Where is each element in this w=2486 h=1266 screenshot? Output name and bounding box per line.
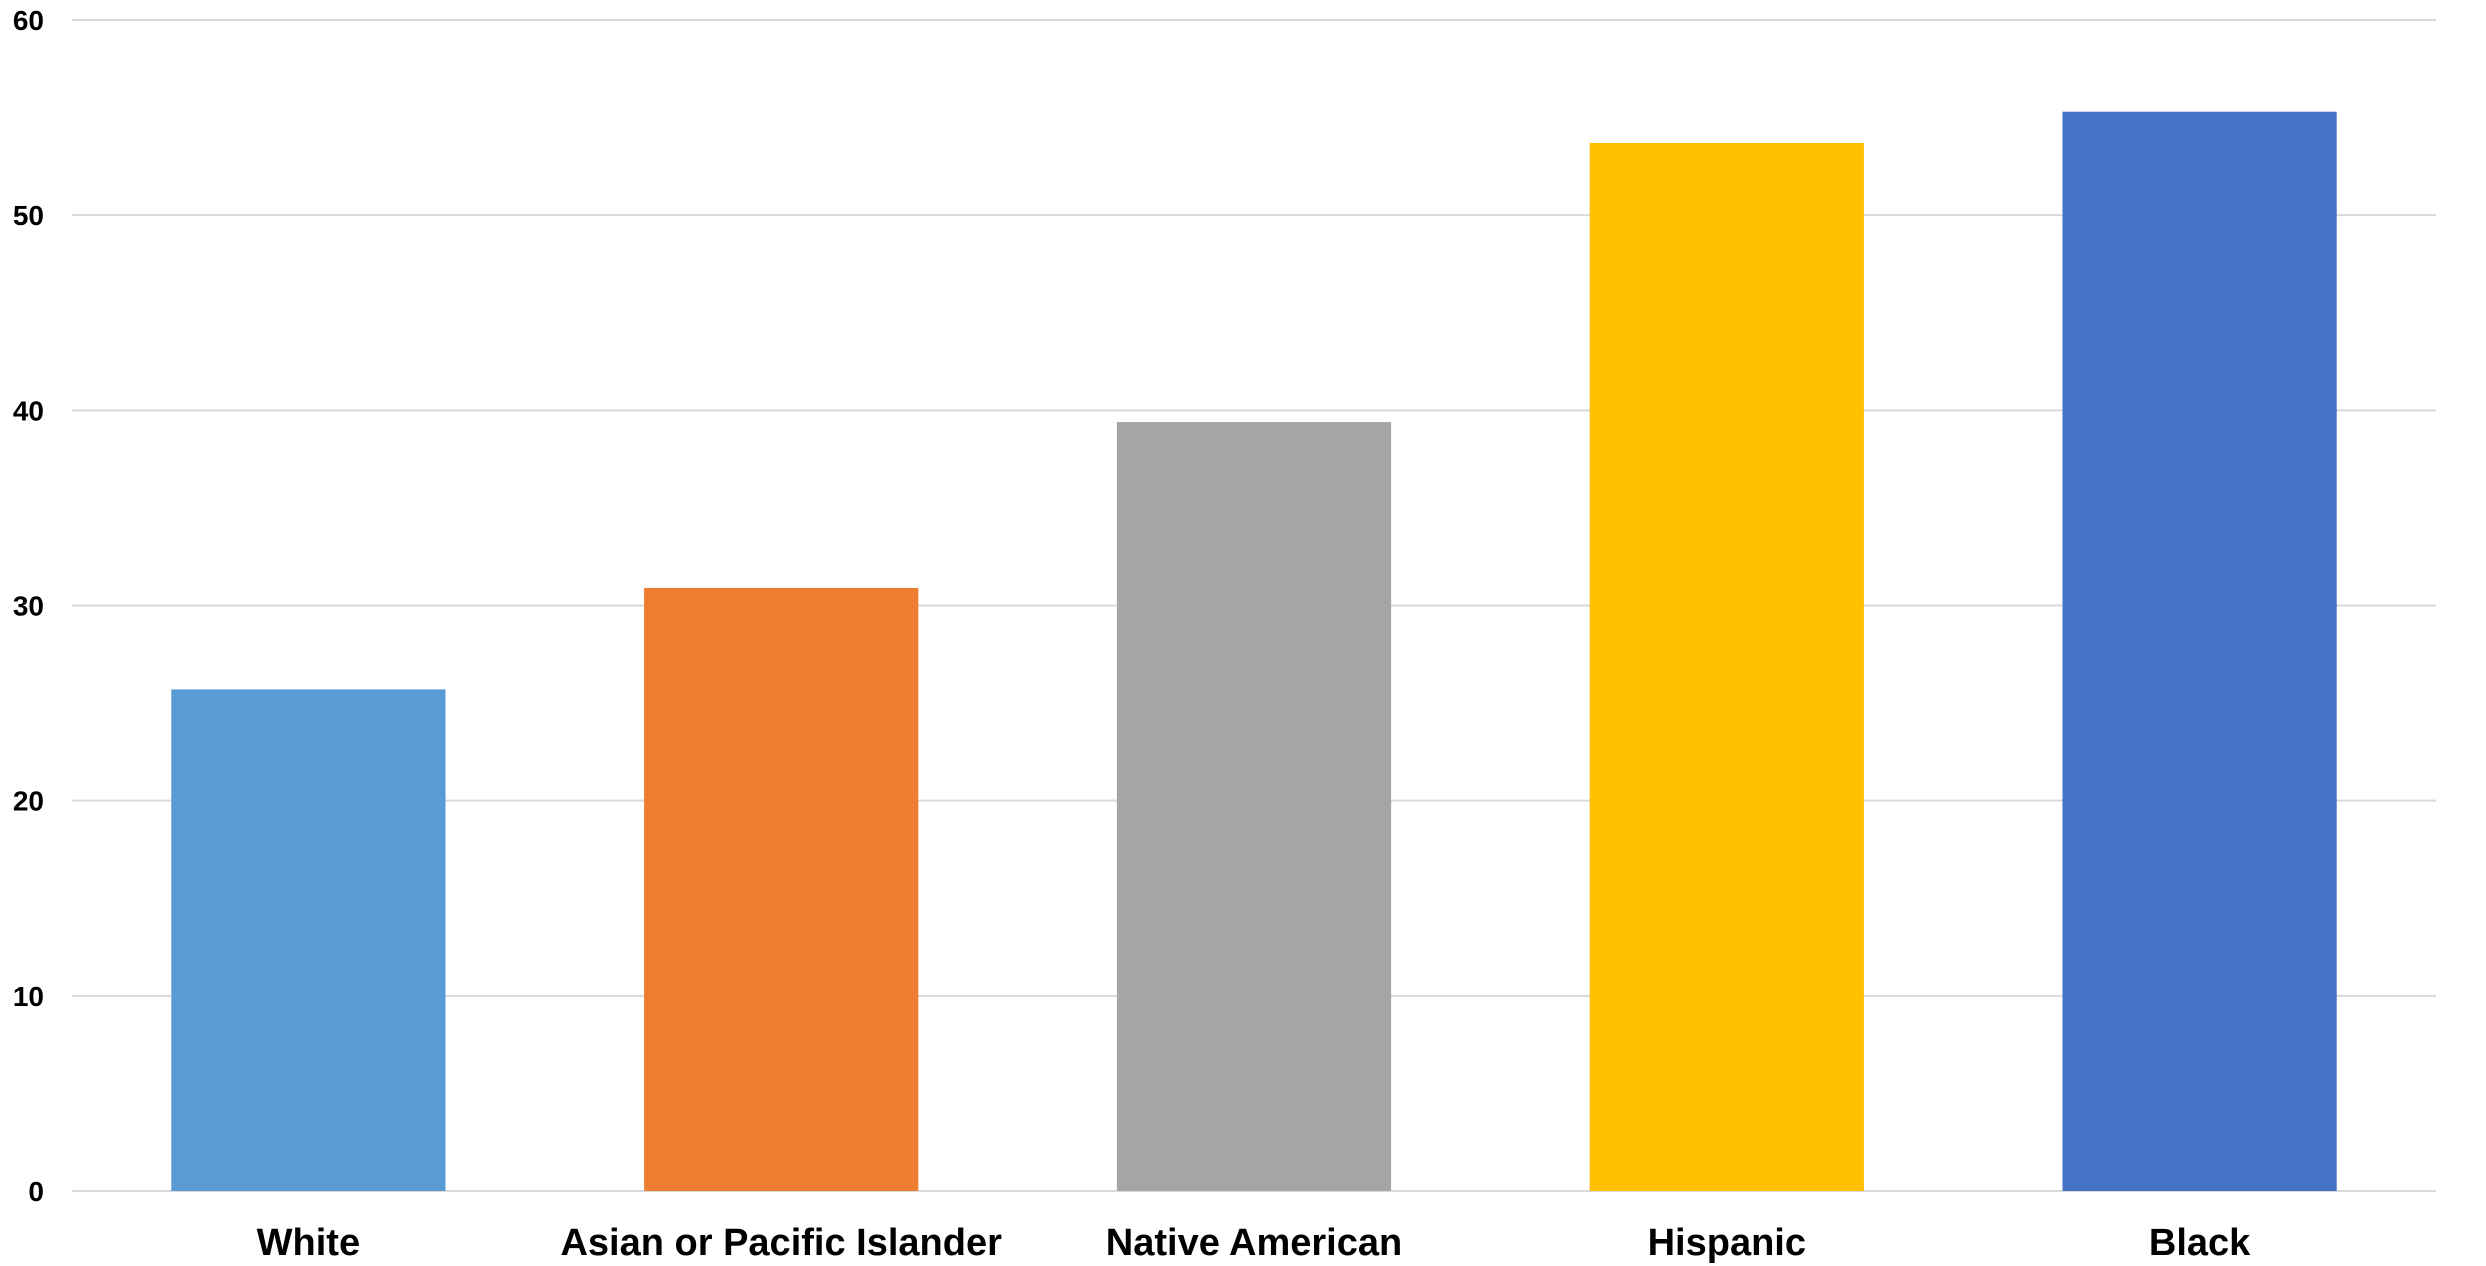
x-category-label: Hispanic	[1648, 1222, 1806, 1264]
y-tick-label: 20	[13, 786, 44, 817]
y-tick-label: 50	[13, 200, 44, 231]
x-category-label: White	[257, 1222, 360, 1264]
x-category-label: Native American	[1106, 1222, 1402, 1264]
x-axis-category-labels: White Asian or Pacific Islander Native Ame…	[257, 1222, 2251, 1264]
bar-native-american	[1116, 422, 1392, 1191]
y-tick-label: 10	[13, 981, 44, 1012]
bar-asian-or-pacific-islander	[644, 587, 919, 1191]
y-tick-label: 60	[13, 5, 44, 36]
y-tick-label: 40	[13, 395, 44, 426]
x-category-label: Asian or Pacific Islander	[560, 1222, 1002, 1264]
y-tick-label: 30	[13, 591, 44, 622]
bar-hispanic	[1589, 142, 1864, 1192]
y-axis-tick-labels: 0 10 20 30 40 50 60	[13, 5, 44, 1207]
bar-white	[171, 689, 446, 1191]
bar-black	[2062, 111, 2337, 1192]
y-tick-label: 0	[28, 1176, 44, 1207]
x-category-label: Black	[2149, 1222, 2251, 1264]
bars	[171, 111, 2337, 1192]
